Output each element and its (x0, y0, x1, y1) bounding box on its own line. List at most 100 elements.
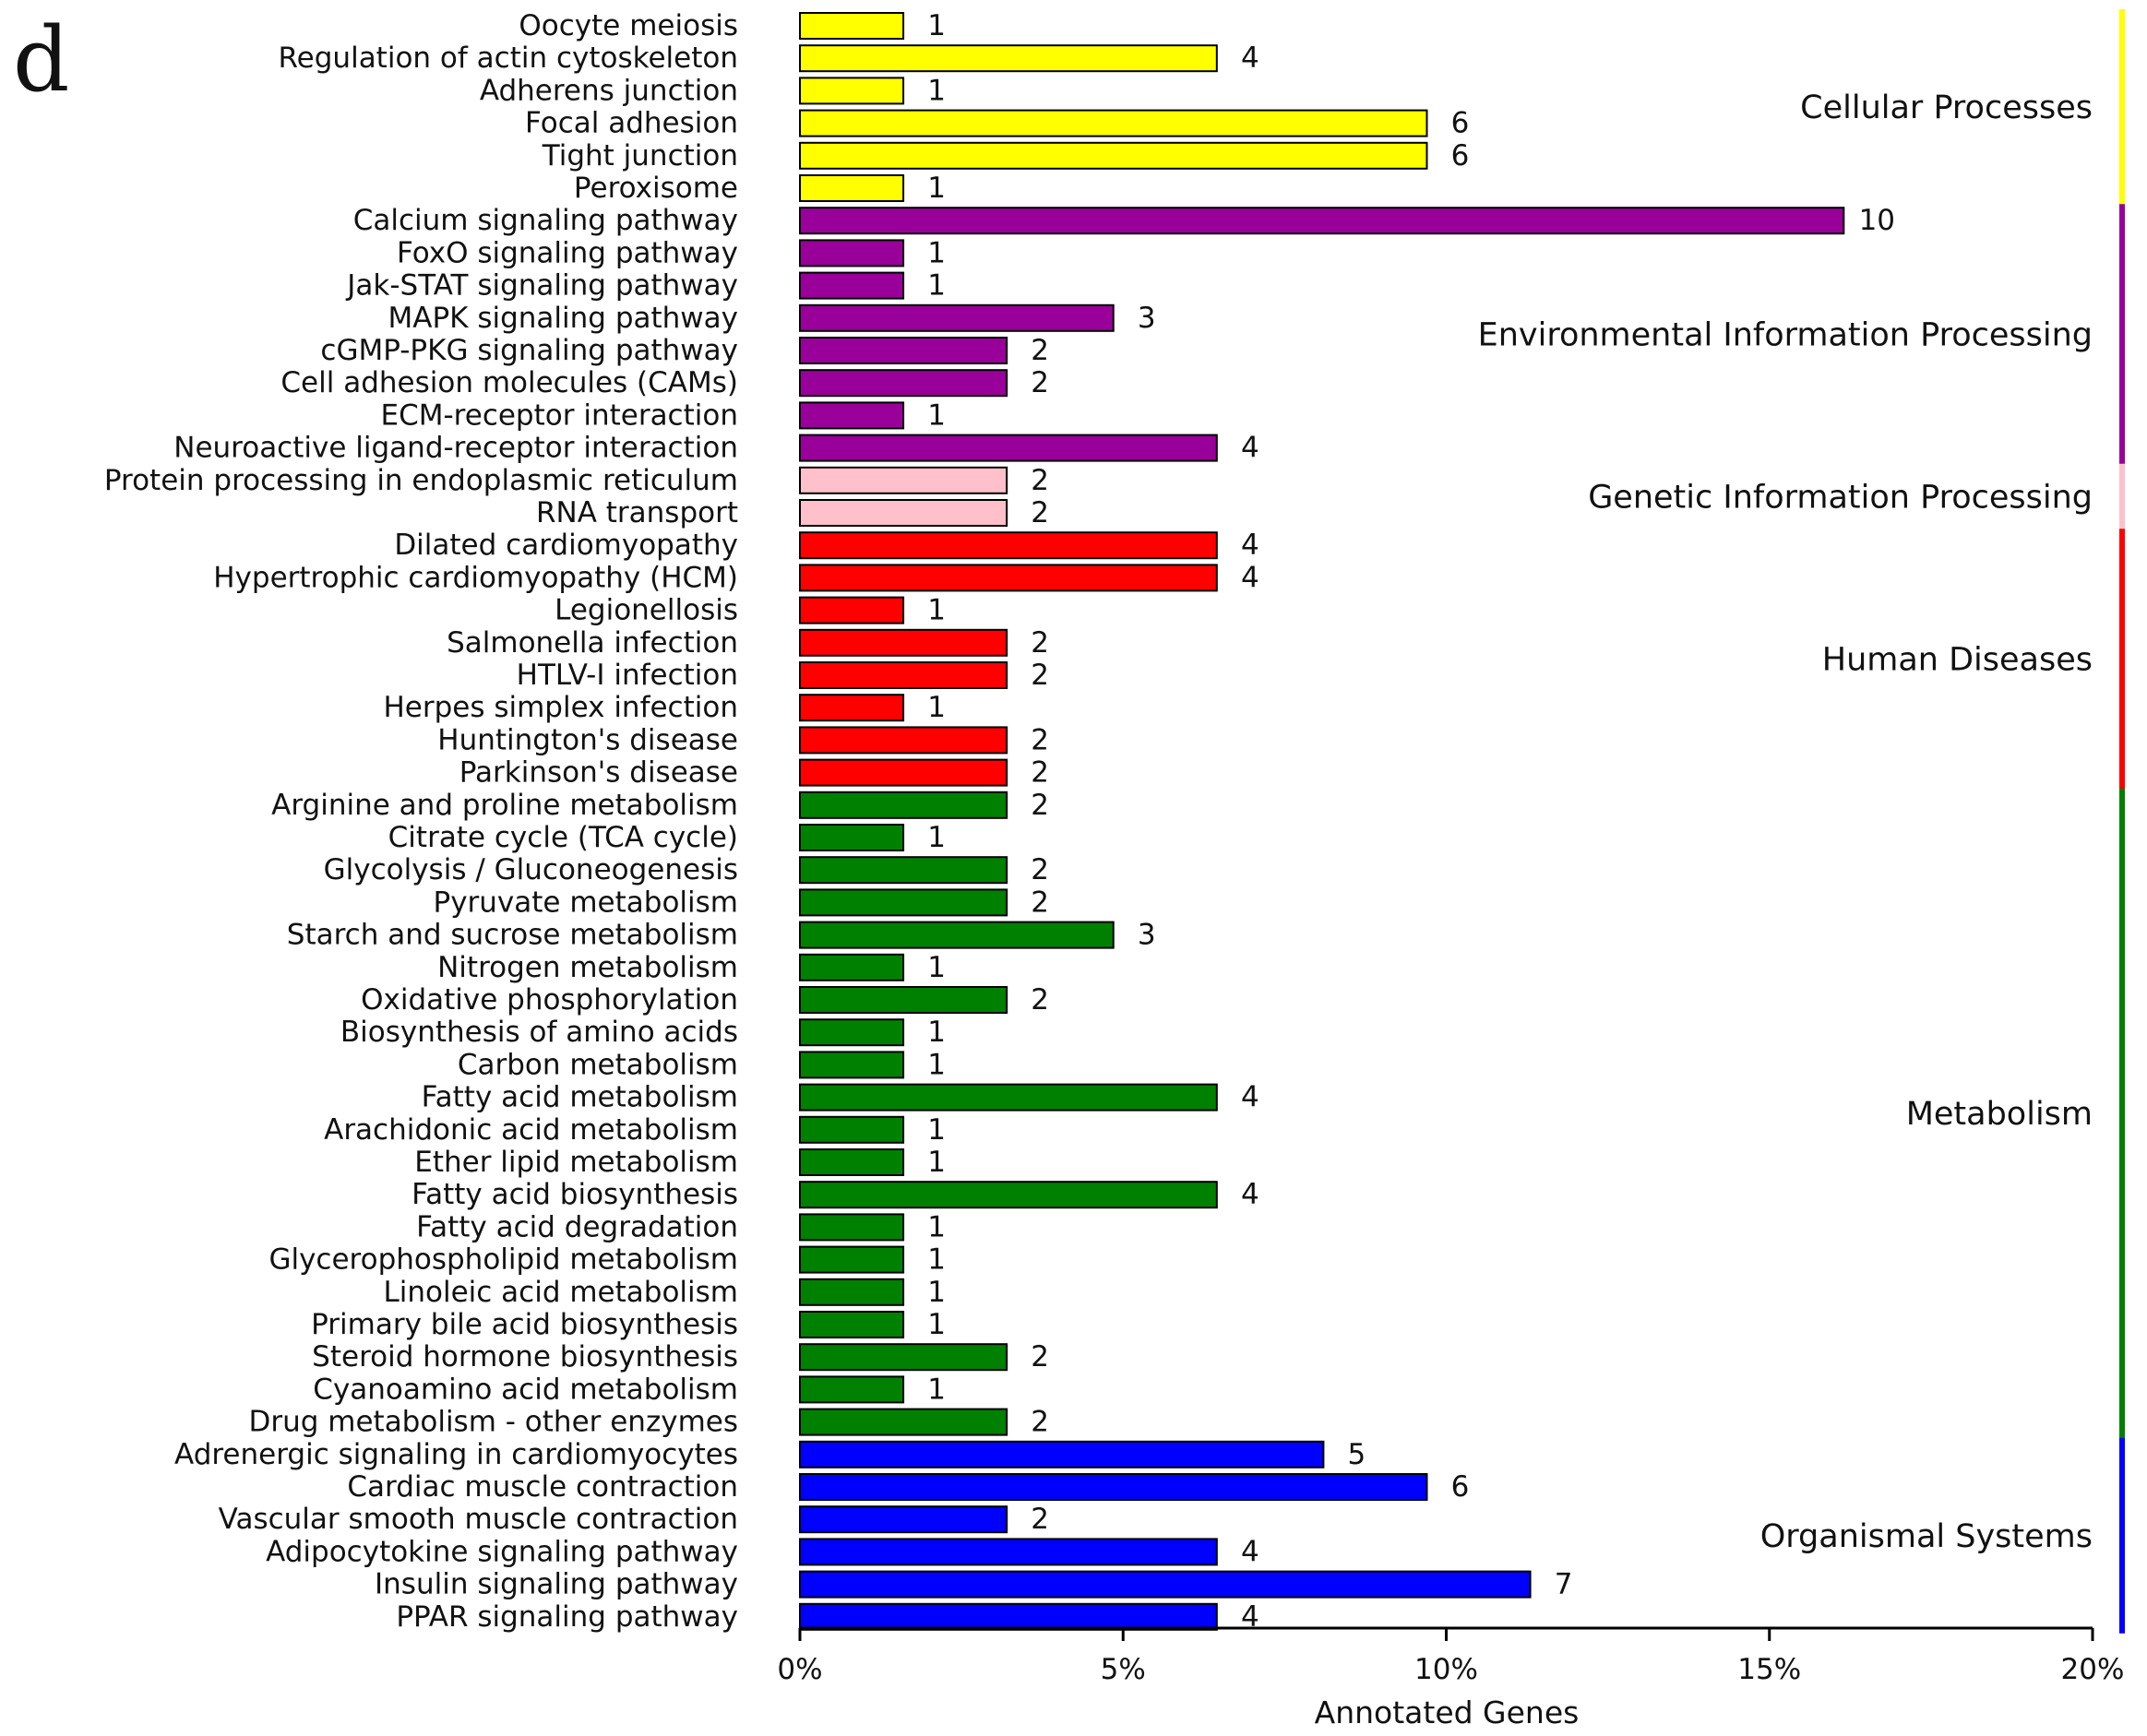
category-label: Cyanoamino acid metabolism (313, 1373, 738, 1406)
bar (799, 207, 1845, 235)
value-label: 4 (1241, 42, 1259, 75)
bar (799, 1440, 1325, 1468)
bar (799, 12, 905, 40)
value-label: 1 (927, 172, 946, 205)
category-label: Tight junction (542, 139, 738, 172)
category-label: Steroid hormone biosynthesis (312, 1340, 738, 1373)
bar (799, 44, 1218, 73)
value-labels: 1416611011322142244122122212231211411411… (927, 9, 1895, 1634)
bar (799, 1570, 1532, 1599)
bar (799, 499, 1008, 527)
group-label: Environmental Information Processing (1478, 316, 2093, 353)
category-label: Fatty acid degradation (416, 1210, 738, 1243)
value-label: 1 (927, 1113, 946, 1147)
value-label: 3 (1138, 302, 1156, 335)
bar (799, 1602, 1218, 1631)
value-label: 1 (927, 1210, 946, 1243)
category-label: Adrenergic signaling in cardiomyocytes (174, 1438, 738, 1471)
category-label: Fatty acid biosynthesis (412, 1178, 738, 1211)
value-label: 1 (927, 236, 946, 269)
category-label: Oxidative phosphorylation (361, 983, 738, 1017)
group-label: Metabolism (1906, 1096, 2093, 1133)
category-label: MAPK signaling pathway (388, 302, 739, 335)
value-label: 4 (1241, 1178, 1259, 1211)
bar (799, 434, 1218, 462)
group-label: Genetic Information Processing (1588, 479, 2093, 516)
category-label: PPAR signaling pathway (396, 1600, 738, 1634)
category-label: Jak-STAT signaling pathway (345, 269, 738, 303)
value-label: 4 (1241, 1600, 1259, 1634)
category-label: Vascular smooth muscle contraction (219, 1503, 738, 1536)
bar (799, 1083, 1218, 1112)
category-label: Primary bile acid biosynthesis (311, 1308, 738, 1341)
bar (799, 758, 1008, 787)
group-annotations: Cellular Processes Environmental Informat… (1478, 9, 2125, 1634)
category-label: Linoleic acid metabolism (383, 1276, 738, 1309)
bar (799, 531, 1218, 560)
x-tick-label: 0% (777, 1653, 822, 1686)
category-label: FoxO signaling pathway (397, 236, 738, 269)
bar (799, 564, 1218, 592)
value-label: 2 (1031, 1406, 1049, 1439)
value-label: 2 (1031, 886, 1049, 919)
value-label: 7 (1555, 1568, 1573, 1601)
value-label: 6 (1451, 1470, 1470, 1504)
category-label: Huntington's disease (437, 723, 738, 756)
bar (799, 141, 1428, 170)
value-label: 2 (1031, 723, 1049, 756)
x-tick-label: 20% (2061, 1653, 2125, 1686)
category-label: Arachidonic acid metabolism (324, 1113, 738, 1147)
category-label: Calcium signaling pathway (353, 204, 738, 237)
category-label: Peroxisome (574, 172, 738, 205)
value-label: 1 (927, 1016, 946, 1049)
bar (799, 174, 905, 202)
bar (799, 953, 905, 981)
category-label: Dilated cardiomyopathy (394, 529, 738, 562)
value-label: 1 (927, 951, 946, 984)
x-tick-label: 10% (1414, 1653, 1478, 1686)
bar (799, 369, 1008, 398)
category-label: Ether lipid metabolism (414, 1146, 738, 1179)
value-label: 6 (1451, 139, 1470, 172)
value-label: 1 (927, 398, 946, 432)
category-label: Regulation of actin cytoskeleton (279, 42, 738, 75)
category-label: Arginine and proline metabolism (271, 789, 738, 822)
bar (799, 1181, 1218, 1209)
bar (799, 1213, 905, 1242)
bar (799, 271, 905, 300)
value-label: 10 (1859, 204, 1895, 237)
category-label: Protein processing in endoplasmic reticu… (104, 464, 738, 497)
bar (799, 337, 1008, 364)
value-label: 2 (1031, 626, 1049, 660)
bar (799, 888, 1008, 917)
bar (799, 1408, 1008, 1436)
value-label: 2 (1031, 366, 1049, 399)
bar (799, 1148, 905, 1176)
category-label: Drug metabolism - other enzymes (248, 1406, 738, 1439)
value-label: 1 (927, 1146, 946, 1179)
bar (799, 1018, 905, 1047)
category-label: Salmonella infection (447, 626, 738, 660)
bar (799, 628, 1008, 657)
value-label: 2 (1031, 1340, 1049, 1373)
value-label: 4 (1241, 432, 1259, 465)
category-label: Cell adhesion molecules (CAMs) (280, 366, 738, 399)
bar (799, 77, 905, 105)
value-label: 1 (927, 1308, 946, 1341)
bar (799, 1278, 905, 1306)
value-label: 4 (1241, 1081, 1259, 1114)
bar (799, 986, 1008, 1014)
category-label: Adipocytokine signaling pathway (266, 1535, 738, 1568)
bar (799, 661, 1008, 689)
panel-label: d (13, 8, 69, 112)
bar (799, 1505, 1008, 1534)
group-label: Human Diseases (1822, 641, 2093, 678)
bar (799, 1051, 905, 1079)
value-label: 1 (927, 821, 946, 854)
bar (799, 694, 905, 722)
value-label: 4 (1241, 529, 1259, 562)
bar (799, 401, 905, 430)
value-label: 1 (927, 269, 946, 303)
bar (799, 596, 905, 624)
